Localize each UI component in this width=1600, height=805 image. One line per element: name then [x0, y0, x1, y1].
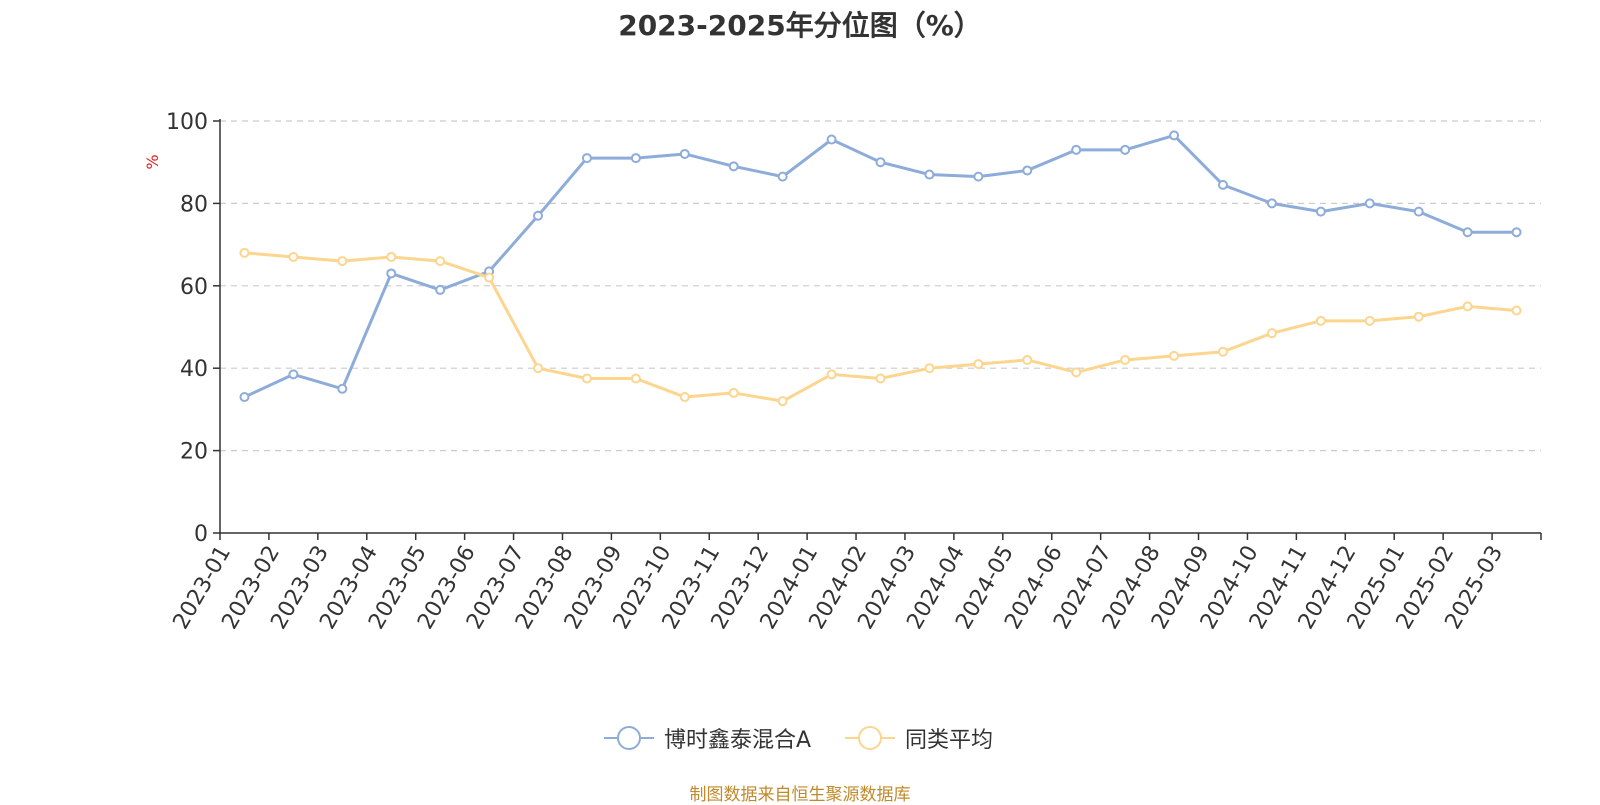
data-point-series-2 [484, 272, 495, 283]
data-point-series-1 [777, 171, 788, 182]
data-point-series-1 [1071, 144, 1082, 155]
data-point-series-2 [630, 373, 641, 384]
legend-item-2[interactable]: 同类平均 [845, 722, 993, 754]
legend[interactable]: 博时鑫泰混合A [604, 722, 811, 754]
data-point-series-2 [826, 369, 837, 380]
legend-marker-series-2 [845, 726, 895, 750]
data-point-series-1 [435, 284, 446, 295]
data-point-series-2 [924, 363, 935, 374]
data-point-series-2 [435, 256, 446, 267]
y-tick-label: 20 [180, 440, 208, 465]
y-tick-label: 60 [180, 275, 208, 300]
chart-title: 2023-2025年分位图（%） [618, 9, 982, 42]
data-point-series-1 [826, 134, 837, 145]
data-point-series-2 [337, 256, 348, 267]
legend-label-series-2: 同类平均 [905, 728, 994, 753]
source-note: 制图数据来自恒生聚源数据库 [689, 785, 911, 805]
legend-label-series-1: 博时鑫泰混合A [664, 728, 812, 753]
data-point-series-1 [337, 383, 348, 394]
legend-marker-series-1 [604, 726, 654, 750]
y-tick-label: 0 [194, 522, 208, 547]
data-point-series-2 [1364, 315, 1375, 326]
data-point-series-2 [1022, 354, 1033, 365]
data-point-series-1 [1169, 130, 1180, 141]
data-point-series-1 [1364, 198, 1375, 209]
data-point-series-1 [630, 153, 641, 164]
data-point-series-2 [679, 392, 690, 403]
data-point-series-1 [239, 392, 250, 403]
data-point-series-1 [1120, 144, 1131, 155]
data-point-series-2 [239, 247, 250, 258]
data-point-series-2 [1217, 346, 1228, 357]
data-point-series-2 [728, 387, 739, 398]
data-point-series-1 [728, 161, 739, 172]
data-point-series-1 [1462, 227, 1473, 238]
data-point-series-2 [533, 363, 544, 374]
data-point-series-1 [1511, 227, 1522, 238]
data-point-series-1 [1413, 206, 1424, 217]
data-point-series-2 [1071, 367, 1082, 378]
data-point-series-1 [581, 153, 592, 164]
gridlines [220, 120, 1541, 452]
data-point-series-2 [777, 396, 788, 407]
data-point-series-1 [1315, 206, 1326, 217]
data-point-series-2 [973, 359, 984, 370]
data-point-series-2 [875, 373, 886, 384]
data-point-series-2 [1266, 328, 1277, 339]
data-point-series-2 [581, 373, 592, 384]
y-tick-label: 40 [180, 357, 208, 382]
data-point-series-2 [386, 251, 397, 262]
series-layer [239, 130, 1522, 407]
data-point-series-1 [386, 268, 397, 279]
axes: 0204060801002023-012023-022023-032023-04… [166, 110, 1542, 634]
data-point-series-1 [973, 171, 984, 182]
data-point-series-2 [1120, 354, 1131, 365]
data-point-series-1 [924, 169, 935, 180]
data-point-series-1 [1217, 179, 1228, 190]
data-point-series-2 [1315, 315, 1326, 326]
data-point-series-2 [1511, 305, 1522, 316]
data-point-series-2 [1169, 350, 1180, 361]
data-point-series-1 [533, 210, 544, 221]
data-point-series-2 [1413, 311, 1424, 322]
y-axis-unit: % [143, 154, 162, 169]
y-tick-label: 100 [166, 110, 208, 135]
data-point-series-1 [875, 157, 886, 168]
y-tick-label: 80 [180, 192, 208, 217]
data-point-series-2 [1462, 301, 1473, 312]
data-point-series-1 [679, 148, 690, 159]
series-line-1 [242, 133, 1519, 399]
data-point-series-1 [1266, 198, 1277, 209]
data-point-series-2 [288, 251, 299, 262]
data-point-series-1 [288, 369, 299, 380]
data-point-series-1 [1022, 165, 1033, 176]
